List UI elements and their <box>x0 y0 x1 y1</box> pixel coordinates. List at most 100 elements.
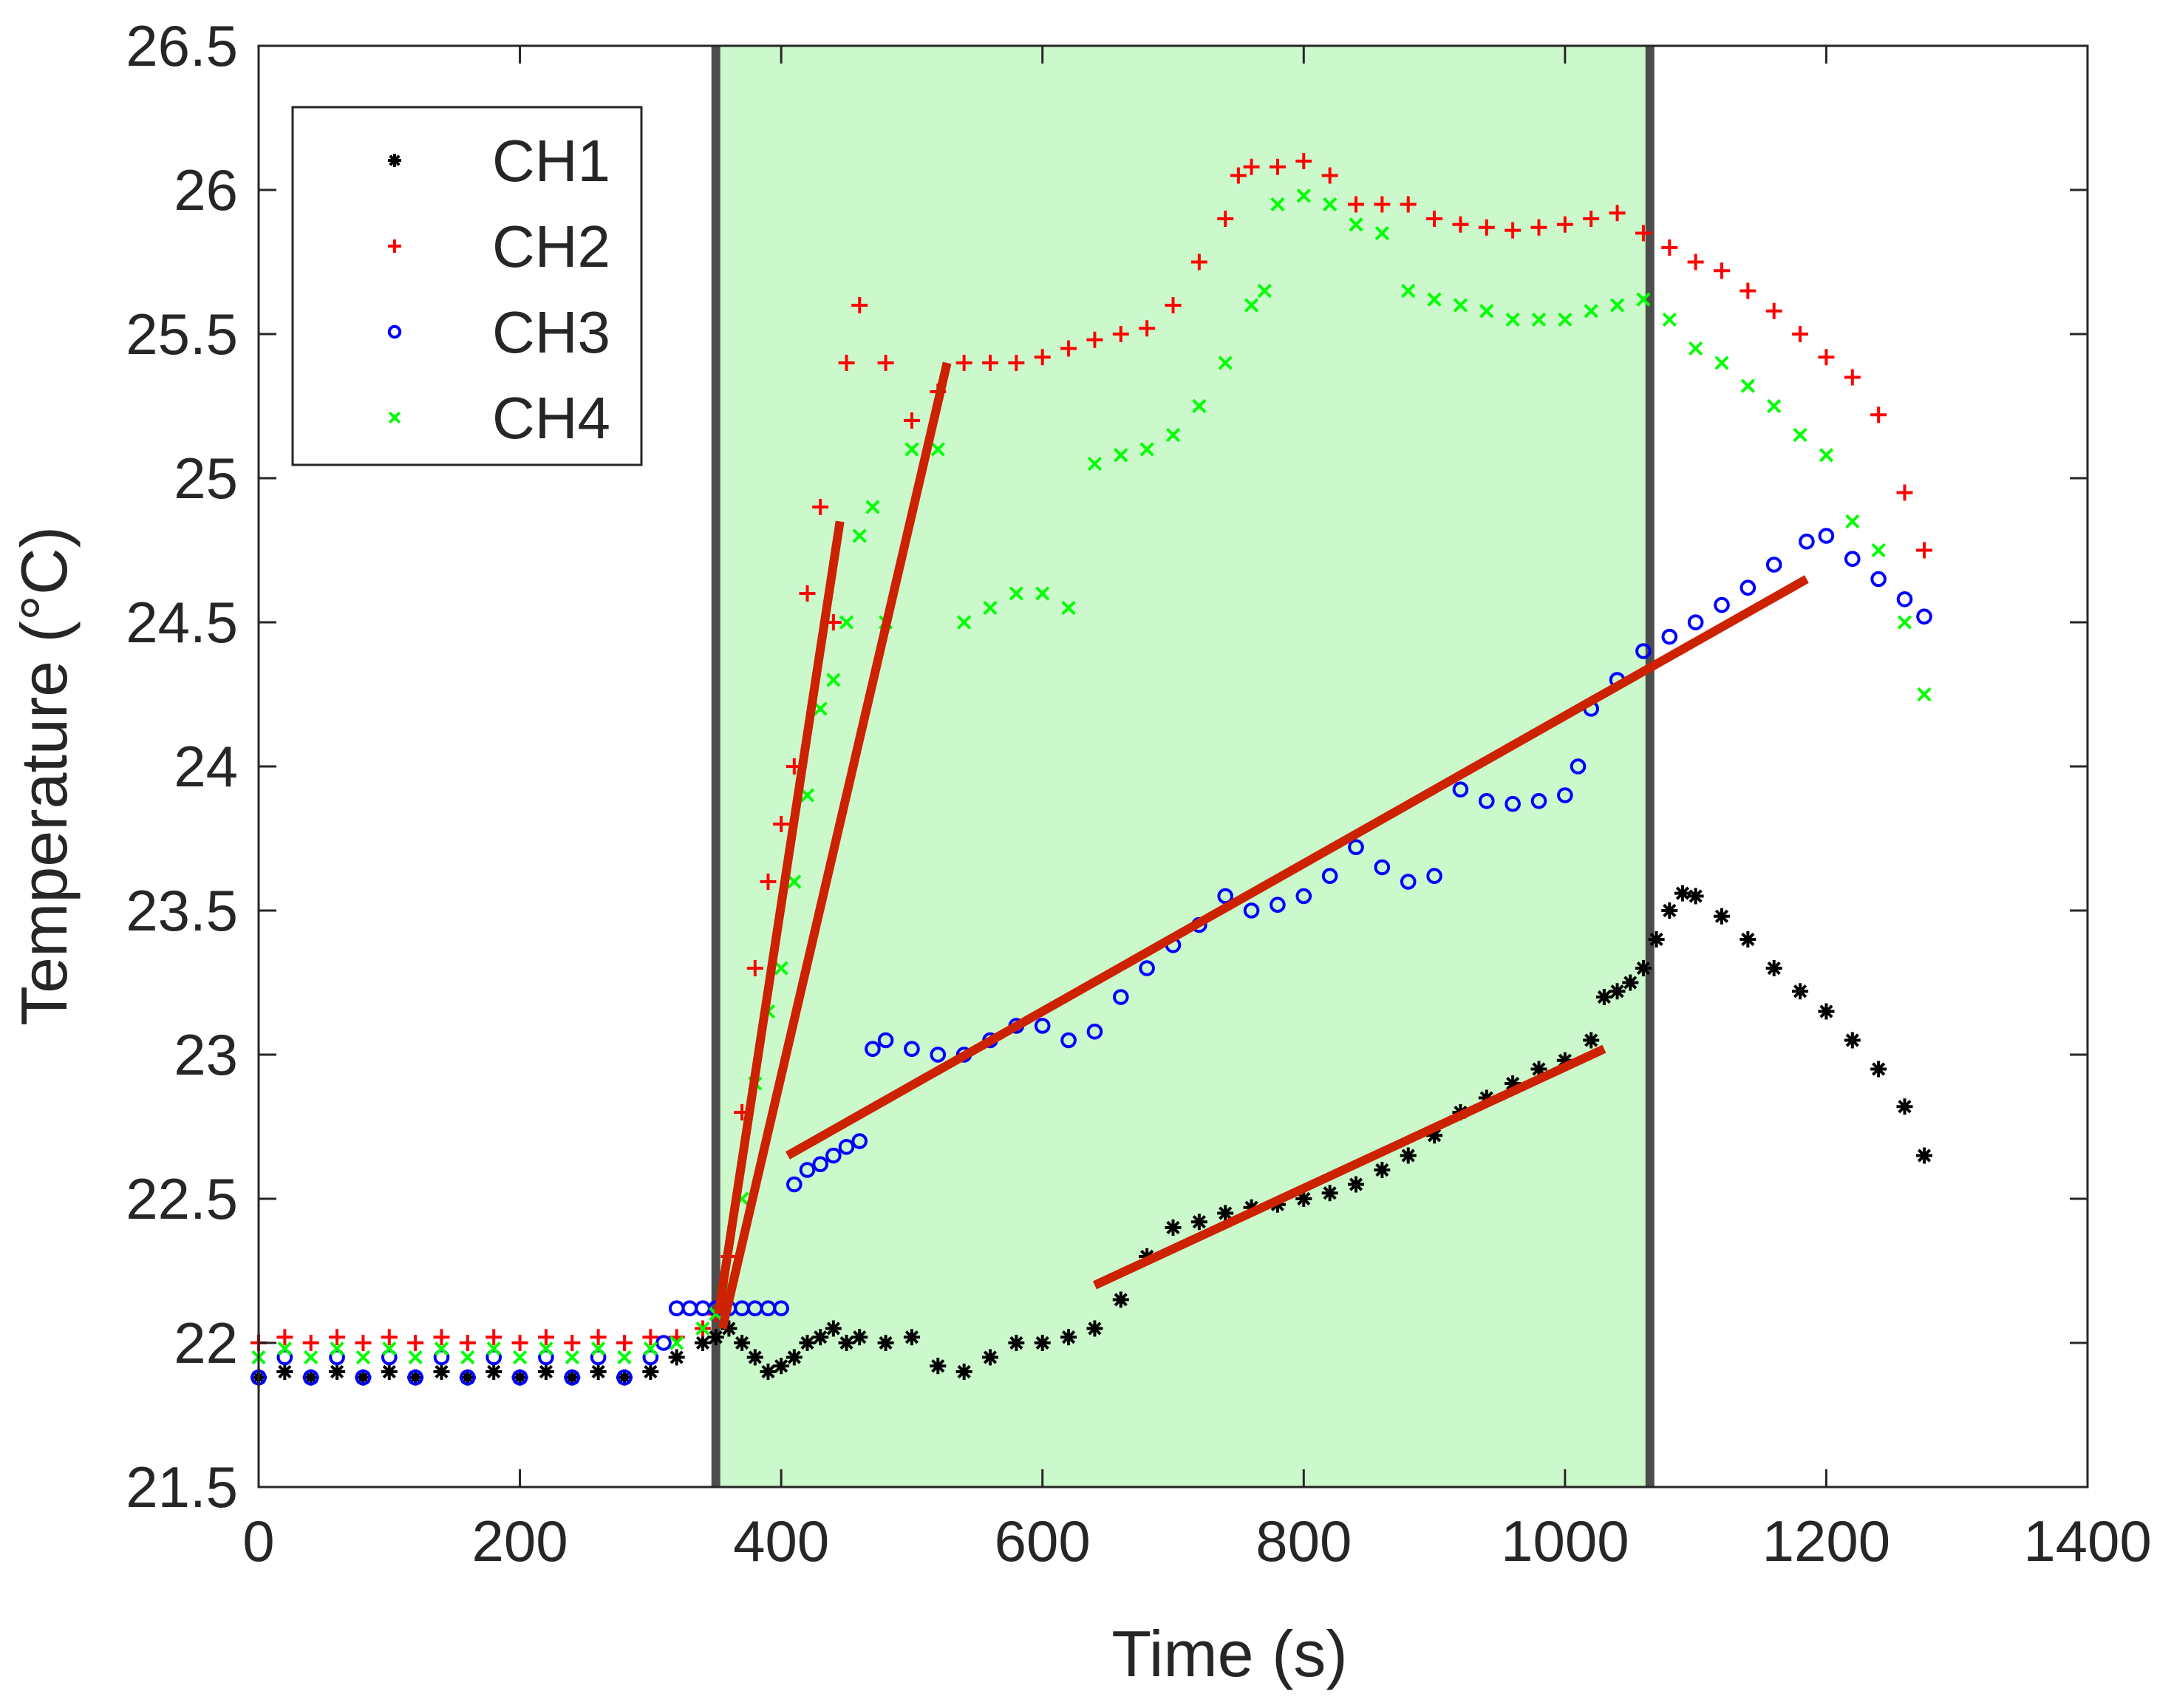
data-point-ch2 <box>812 499 829 515</box>
data-point-ch1 <box>1844 1032 1861 1049</box>
data-point-ch1 <box>1916 1147 1933 1164</box>
data-point-ch2 <box>1008 355 1025 371</box>
data-point-ch2 <box>851 297 868 313</box>
data-point-ch4 <box>304 1350 318 1365</box>
data-point-ch2 <box>1818 349 1835 366</box>
legend-label-ch2: CH2 <box>492 214 610 279</box>
data-point-ch3 <box>1270 896 1286 913</box>
data-point-ch3 <box>1400 874 1417 890</box>
data-point-ch1 <box>1348 1176 1364 1193</box>
data-point-ch3 <box>381 1349 398 1366</box>
data-point-ch2 <box>1086 331 1103 348</box>
data-point-ch4 <box>852 528 867 543</box>
data-point-ch4 <box>1035 586 1050 601</box>
data-point-ch2 <box>407 1335 424 1351</box>
data-point-ch1 <box>695 1335 712 1351</box>
data-point-ch1 <box>812 1329 829 1346</box>
x-axis-label: Time (s) <box>1111 1617 1347 1690</box>
data-point-ch4 <box>1257 283 1272 299</box>
data-point-ch1 <box>1008 1335 1025 1351</box>
data-point-ch1 <box>1321 1185 1338 1202</box>
data-point-ch1 <box>1765 960 1782 976</box>
legend-marker-ch1 <box>388 154 401 167</box>
data-point-ch2 <box>1478 219 1495 236</box>
data-point-ch4 <box>1819 448 1834 463</box>
data-point-ch1 <box>734 1335 751 1351</box>
data-point-ch3 <box>433 1349 450 1366</box>
data-point-ch2 <box>1844 369 1861 386</box>
data-point-ch4 <box>1609 298 1625 313</box>
data-point-ch3 <box>1570 758 1587 775</box>
data-point-ch1 <box>838 1335 855 1351</box>
data-point-ch3 <box>838 1139 855 1155</box>
data-point-ch2 <box>746 960 763 976</box>
data-point-ch4 <box>983 600 998 616</box>
x-tick-label: 0 <box>242 1508 274 1573</box>
data-point-ch2 <box>1243 158 1260 175</box>
data-point-ch4 <box>512 1350 528 1365</box>
data-point-ch2 <box>276 1329 293 1346</box>
y-tick-label: 25 <box>174 446 238 511</box>
data-point-ch3 <box>773 1300 789 1316</box>
data-point-ch1 <box>1295 1191 1312 1207</box>
data-point-ch4 <box>330 1341 344 1356</box>
data-point-ch4 <box>408 1350 423 1365</box>
data-point-ch4 <box>539 1341 553 1356</box>
data-point-ch1 <box>786 1349 803 1366</box>
data-point-ch1 <box>564 1369 581 1386</box>
data-point-ch1 <box>1687 888 1704 905</box>
y-tick-label: 22.5 <box>126 1166 238 1231</box>
data-point-ch4 <box>1584 304 1598 319</box>
data-point-ch4 <box>1009 586 1024 601</box>
data-point-ch1 <box>1792 983 1809 1000</box>
data-point-ch4 <box>1165 427 1181 443</box>
y-tick-label: 23.5 <box>126 878 238 943</box>
data-point-ch2 <box>1295 153 1312 169</box>
data-point-ch2 <box>982 355 998 371</box>
data-point-ch4 <box>1192 398 1207 414</box>
data-point-ch4 <box>669 1336 684 1350</box>
data-point-ch4 <box>1767 398 1782 414</box>
data-point-ch3 <box>1714 596 1730 613</box>
data-point-ch4 <box>1427 292 1442 307</box>
data-point-ch2 <box>1896 484 1913 501</box>
data-point-ch2 <box>1635 225 1652 242</box>
legend-marker-ch3 <box>387 324 402 339</box>
data-point-ch2 <box>1687 254 1704 271</box>
x-tick-label: 1400 <box>2023 1508 2152 1573</box>
data-point-ch4 <box>826 673 841 687</box>
data-point-ch2 <box>459 1335 476 1351</box>
data-point-ch1 <box>877 1335 894 1351</box>
data-point-ch3 <box>538 1349 554 1366</box>
fit-lines-layer <box>714 361 1809 1330</box>
data-point-ch2 <box>1217 211 1234 227</box>
data-point-ch1 <box>1060 1329 1077 1346</box>
data-point-ch2 <box>760 874 777 890</box>
y-tick-label: 23 <box>174 1022 238 1087</box>
data-point-ch2 <box>1661 239 1678 256</box>
data-point-ch4 <box>930 442 945 457</box>
data-point-ch1 <box>1674 885 1691 902</box>
data-point-ch2 <box>1230 167 1247 184</box>
data-point-ch2 <box>381 1329 398 1346</box>
data-point-ch1 <box>1034 1335 1051 1351</box>
data-point-ch2 <box>537 1329 554 1346</box>
data-point-ch1 <box>930 1358 947 1375</box>
data-point-ch2 <box>1916 542 1933 559</box>
data-point-ch1 <box>668 1349 685 1366</box>
data-point-ch3 <box>616 1370 633 1386</box>
data-point-ch4 <box>1845 514 1860 529</box>
data-point-ch3 <box>1086 1024 1103 1040</box>
data-point-ch2 <box>1739 282 1756 299</box>
data-point-ch1 <box>1086 1320 1103 1337</box>
data-point-ch3 <box>865 1041 881 1057</box>
data-point-ch4 <box>277 1341 293 1356</box>
data-point-ch3 <box>642 1349 659 1366</box>
data-point-ch4 <box>434 1341 449 1356</box>
data-point-ch4 <box>1349 217 1363 232</box>
data-point-ch1 <box>982 1349 998 1366</box>
fit-CH3-mid <box>786 575 1809 1160</box>
data-point-ch3 <box>1687 614 1704 630</box>
